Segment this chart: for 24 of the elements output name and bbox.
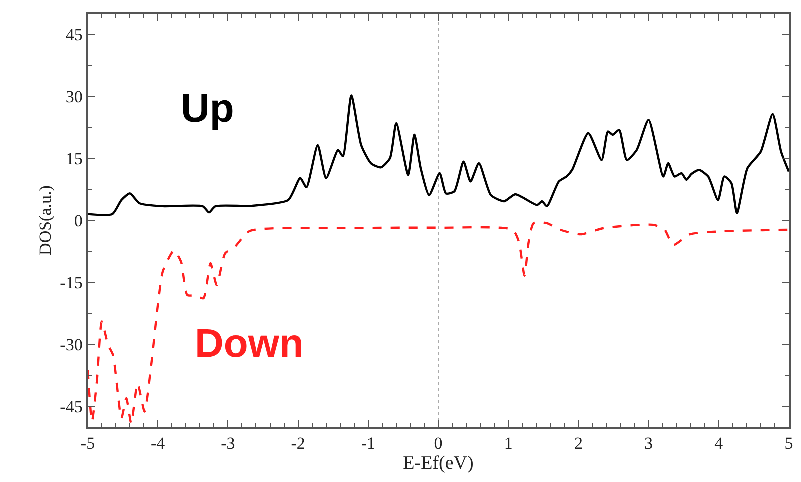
y-tick-label: 30 (66, 88, 83, 107)
y-tick-label: 15 (66, 150, 83, 168)
x-axis-title: E-Ef(eV) (403, 453, 474, 474)
x-tick-label: 2 (574, 434, 583, 454)
y-tick-label: -30 (60, 335, 83, 354)
x-tick-label: 1 (504, 434, 513, 454)
x-tick-label: -5 (80, 434, 96, 454)
x-tick-label: -1 (361, 434, 376, 454)
y-tick-label: -45 (60, 397, 83, 416)
line-series (88, 222, 789, 425)
x-tick-label: 5 (784, 434, 794, 454)
x-tick-label: -2 (291, 434, 306, 454)
y-tick-label: -15 (60, 273, 83, 292)
x-tick-label: 4 (714, 434, 724, 454)
x-tick-label: 3 (644, 434, 654, 454)
line-series (88, 94, 789, 216)
y-axis-title: DOS(a.u.) (36, 186, 56, 256)
series-label: Down (195, 322, 304, 366)
x-tick-label: -3 (221, 434, 236, 454)
y-tick-label: 0 (74, 211, 83, 230)
x-tick-label: 0 (434, 434, 443, 454)
y-tick-label: 45 (66, 26, 83, 45)
x-tick-label: -4 (151, 434, 166, 454)
series-label: Up (181, 87, 234, 131)
